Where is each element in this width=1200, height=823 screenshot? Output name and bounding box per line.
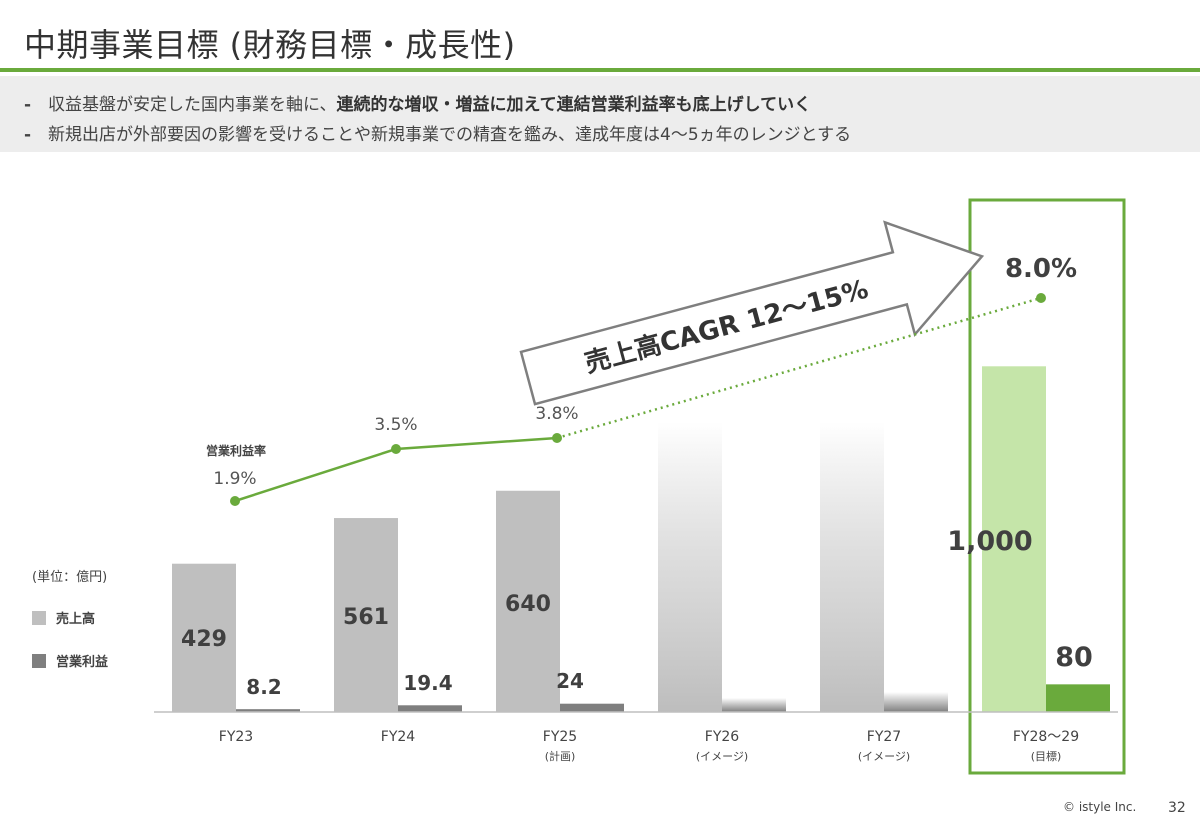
profit-bar-projection [722, 698, 786, 712]
x-tick-sublabel: (計画) [545, 749, 576, 763]
legend-label-revenue: 売上高 [56, 612, 96, 627]
revenue-bar [982, 366, 1046, 712]
revenue-value-label: 1,000 [947, 526, 1032, 557]
bullet-dash: - [24, 95, 32, 115]
margin-point [391, 444, 401, 454]
profit-bar [398, 705, 462, 712]
margin-value-label: 3.5% [374, 415, 417, 435]
profit-bar [1046, 684, 1110, 712]
cagr-arrow-shape [519, 220, 985, 406]
page-title: 中期事業目標 (財務目標・成長性) [24, 26, 516, 64]
x-tick-label: FY26 [705, 729, 740, 745]
x-tick-label: FY27 [867, 729, 901, 745]
title-divider [0, 68, 1200, 72]
profit-value-label: 19.4 [403, 671, 452, 695]
legend-item-profit: 営業利益 [32, 651, 108, 670]
copyright: © istyle Inc. [1063, 800, 1137, 814]
x-tick-label: FY24 [381, 729, 416, 745]
x-tick-label: FY28～29 [1013, 729, 1079, 745]
margin-value-label: 1.9% [213, 469, 256, 489]
legend-label-profit: 営業利益 [56, 655, 109, 670]
margin-value-label: 8.0% [1005, 254, 1077, 284]
margin-series-label: 営業利益率 [206, 443, 266, 458]
margin-point [230, 496, 240, 506]
margin-point [552, 433, 562, 443]
summary-bullets: - 収益基盤が安定した国内事業を軸に、連続的な増収・増益に加えて連結営業利益率も底… [0, 76, 1200, 152]
revenue-bar-projection [658, 422, 722, 712]
target-highlight-box [968, 198, 1126, 775]
revenue-value-label: 429 [181, 627, 227, 652]
legend-item-revenue: 売上高 [32, 608, 95, 627]
profit-value-label: 24 [556, 669, 584, 693]
bullet-1-plain: 収益基盤が安定した国内事業を軸に、 [48, 95, 337, 115]
bullet-1-bold: 連続的な増収・増益に加えて連結営業利益率も底上げしていく [336, 95, 812, 115]
cagr-arrow: 売上高CAGR 12～15% [519, 220, 985, 406]
revenue-bar-projection [820, 422, 884, 712]
unit-label: (単位：億円) [32, 570, 108, 585]
bullet-1: - 収益基盤が安定した国内事業を軸に、連続的な増収・増益に加えて連結営業利益率も底… [24, 90, 811, 115]
x-tick-label: FY25 [543, 729, 577, 745]
revenue-bar [172, 563, 236, 712]
page-number: 32 [1168, 800, 1186, 816]
profit-value-label: 80 [1055, 642, 1093, 673]
revenue-value-label: 561 [343, 605, 389, 630]
x-tick-label: FY23 [219, 729, 253, 745]
bullet-dash: - [24, 125, 32, 145]
margin-value-label: 3.8% [535, 404, 578, 424]
legend-swatch-revenue [32, 610, 46, 625]
profit-bar [236, 709, 300, 712]
profit-value-label: 8.2 [246, 675, 281, 699]
revenue-bar [496, 490, 560, 712]
bullet-2-plain: 新規出店が外部要因の影響を受けることや新規事業での精査を鑑み、達成年度は4～5ヵ… [48, 125, 852, 145]
bullet-2: - 新規出店が外部要因の影響を受けることや新規事業での精査を鑑み、達成年度は4～5… [24, 120, 851, 145]
revenue-bar [334, 518, 398, 712]
revenue-value-label: 640 [505, 592, 551, 617]
x-tick-sublabel: (イメージ) [858, 750, 910, 763]
x-tick-sublabel: (イメージ) [696, 750, 748, 763]
margin-point [1036, 293, 1046, 303]
profit-bar-projection [884, 692, 948, 712]
legend-swatch-profit [32, 653, 46, 668]
x-tick-sublabel: (目標) [1031, 749, 1062, 763]
profit-bar [560, 703, 624, 712]
